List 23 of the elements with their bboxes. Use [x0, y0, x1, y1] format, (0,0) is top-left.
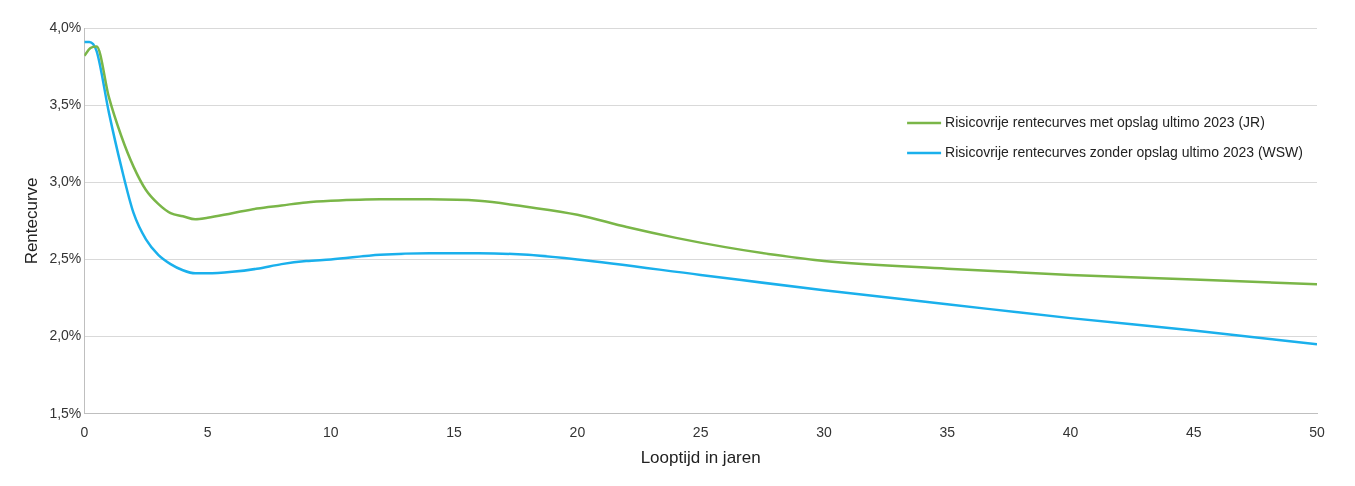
x-tick-label: 40	[1062, 424, 1079, 441]
line-series	[84, 45, 1317, 286]
x-tick-label: 45	[1185, 424, 1202, 441]
y-tick-label: 3,0%	[49, 173, 82, 190]
y-tick-label: 3,5%	[49, 96, 82, 113]
x-tick-label: 50	[1309, 424, 1325, 441]
legend-label: Risicovrije rentecurves met opslag ultimo 2023 (JR)	[945, 113, 1265, 130]
y-tick-label: 2,0%	[49, 327, 82, 344]
x-tick-label: 0	[80, 424, 89, 441]
x-tick-label: 15	[446, 424, 463, 441]
legend-label: Risicovrije rentecurves zonder opslag ultimo 2023 (WSW)	[945, 143, 1304, 160]
x-tick-label: 20	[569, 424, 586, 441]
x-tick-label: 25	[692, 424, 709, 441]
line-series	[84, 40, 1317, 346]
x-tick-label: 10	[323, 424, 339, 441]
x-tick-label: 5	[203, 424, 212, 441]
y-tick-label: 2,5%	[49, 250, 82, 267]
y-axis-title: Rentecurve	[21, 177, 41, 265]
x-tick-label: 35	[939, 424, 956, 441]
y-tick-label: 1,5%	[49, 404, 82, 421]
x-axis-title: Looptijd in jaren	[640, 448, 761, 468]
x-tick-label: 30	[816, 424, 832, 441]
y-tick-label: 4,0%	[49, 18, 82, 35]
